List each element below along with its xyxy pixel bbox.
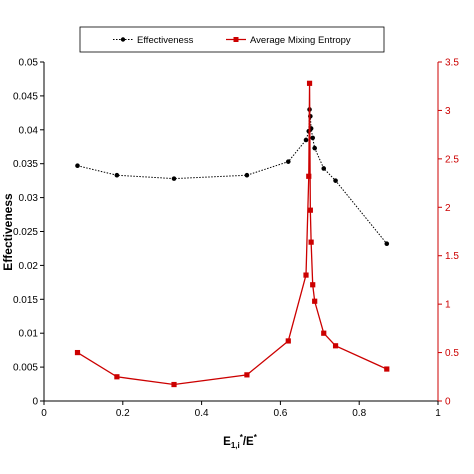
data-point-0 xyxy=(244,172,250,178)
data-point-0 xyxy=(285,159,291,164)
data-point-1 xyxy=(307,207,313,213)
y2-tick-label: 3 xyxy=(445,106,451,117)
legend-entry-average-mixing-entropy: Average Mixing Entropy xyxy=(226,35,351,46)
legend-entry-effectiveness: Effectiveness xyxy=(113,35,194,46)
axes: 0 0.005 0.01 0.015 0.02 0.025 0.03 0.035 0.04 0.0… xyxy=(13,58,459,420)
y-tick-label: 0.005 xyxy=(13,363,38,374)
x-tick-label: 0.4 xyxy=(195,408,209,419)
x-tick-label: 1 xyxy=(435,408,441,419)
x-tick-label: 0.8 xyxy=(352,408,366,419)
data-point-1 xyxy=(332,343,339,349)
data-point-0 xyxy=(312,145,317,151)
y-tick-label: 0.01 xyxy=(19,329,39,340)
x-axis-title: E1,i*/E* xyxy=(223,433,258,450)
data-point-1 xyxy=(306,80,313,86)
y2-tick-label: 0.5 xyxy=(445,348,459,359)
y-axis-title: Effectiveness xyxy=(1,193,15,271)
y-tick-label: 0.025 xyxy=(13,227,38,238)
data-point-1 xyxy=(306,173,312,179)
data-point-1 xyxy=(384,366,390,372)
data-point-0 xyxy=(303,137,309,143)
data-point-0 xyxy=(75,163,80,169)
y-tick-label: 0.05 xyxy=(19,58,39,69)
y-tick-label: 0 xyxy=(32,397,38,408)
data-point-1 xyxy=(244,372,250,378)
x-tick-label: 0 xyxy=(41,408,47,419)
y2-tick-label: 2 xyxy=(445,203,451,214)
data-point-1 xyxy=(310,282,316,288)
legend-label-average-mixing-entropy: Average Mixing Entropy xyxy=(250,35,351,46)
y-tick-label: 0.02 xyxy=(19,261,39,272)
legend-marker-effectiveness xyxy=(120,37,126,42)
y-tick-label: 0.015 xyxy=(13,295,38,306)
x-tick-label: 0.6 xyxy=(273,408,287,419)
y2-tick-label: 1 xyxy=(445,300,451,311)
data-point-1 xyxy=(312,298,318,304)
data-point-0 xyxy=(333,178,338,183)
legend-marker-average-mixing-entropy xyxy=(233,37,239,42)
y-tick-label: 0.045 xyxy=(13,91,38,102)
data-point-1 xyxy=(114,374,120,380)
y2-tick-label: 1.5 xyxy=(445,251,459,262)
y-tick-label: 0.03 xyxy=(19,193,39,204)
data-point-1 xyxy=(308,239,314,245)
data-point-1 xyxy=(171,381,177,388)
x-tick-label: 0.2 xyxy=(116,408,130,419)
series-line-0 xyxy=(77,109,388,245)
data-point-0 xyxy=(321,166,327,171)
data-point-1 xyxy=(321,330,327,336)
series-layer xyxy=(74,80,390,388)
y-tick-label: 0.035 xyxy=(13,159,38,170)
data-point-1 xyxy=(285,338,291,344)
data-point-1 xyxy=(303,272,309,278)
data-point-0 xyxy=(114,172,120,178)
data-point-0 xyxy=(310,135,316,141)
y-tick-label: 0.04 xyxy=(19,125,39,136)
legend-label-effectiveness: Effectiveness xyxy=(137,35,194,46)
data-point-0 xyxy=(171,176,177,181)
data-point-1 xyxy=(74,349,81,356)
series-line-1 xyxy=(77,83,388,386)
y2-tick-label: 0 xyxy=(445,397,451,408)
data-point-0 xyxy=(384,241,390,247)
y2-tick-label: 3.5 xyxy=(445,58,459,69)
y2-tick-label: 2.5 xyxy=(445,154,459,165)
